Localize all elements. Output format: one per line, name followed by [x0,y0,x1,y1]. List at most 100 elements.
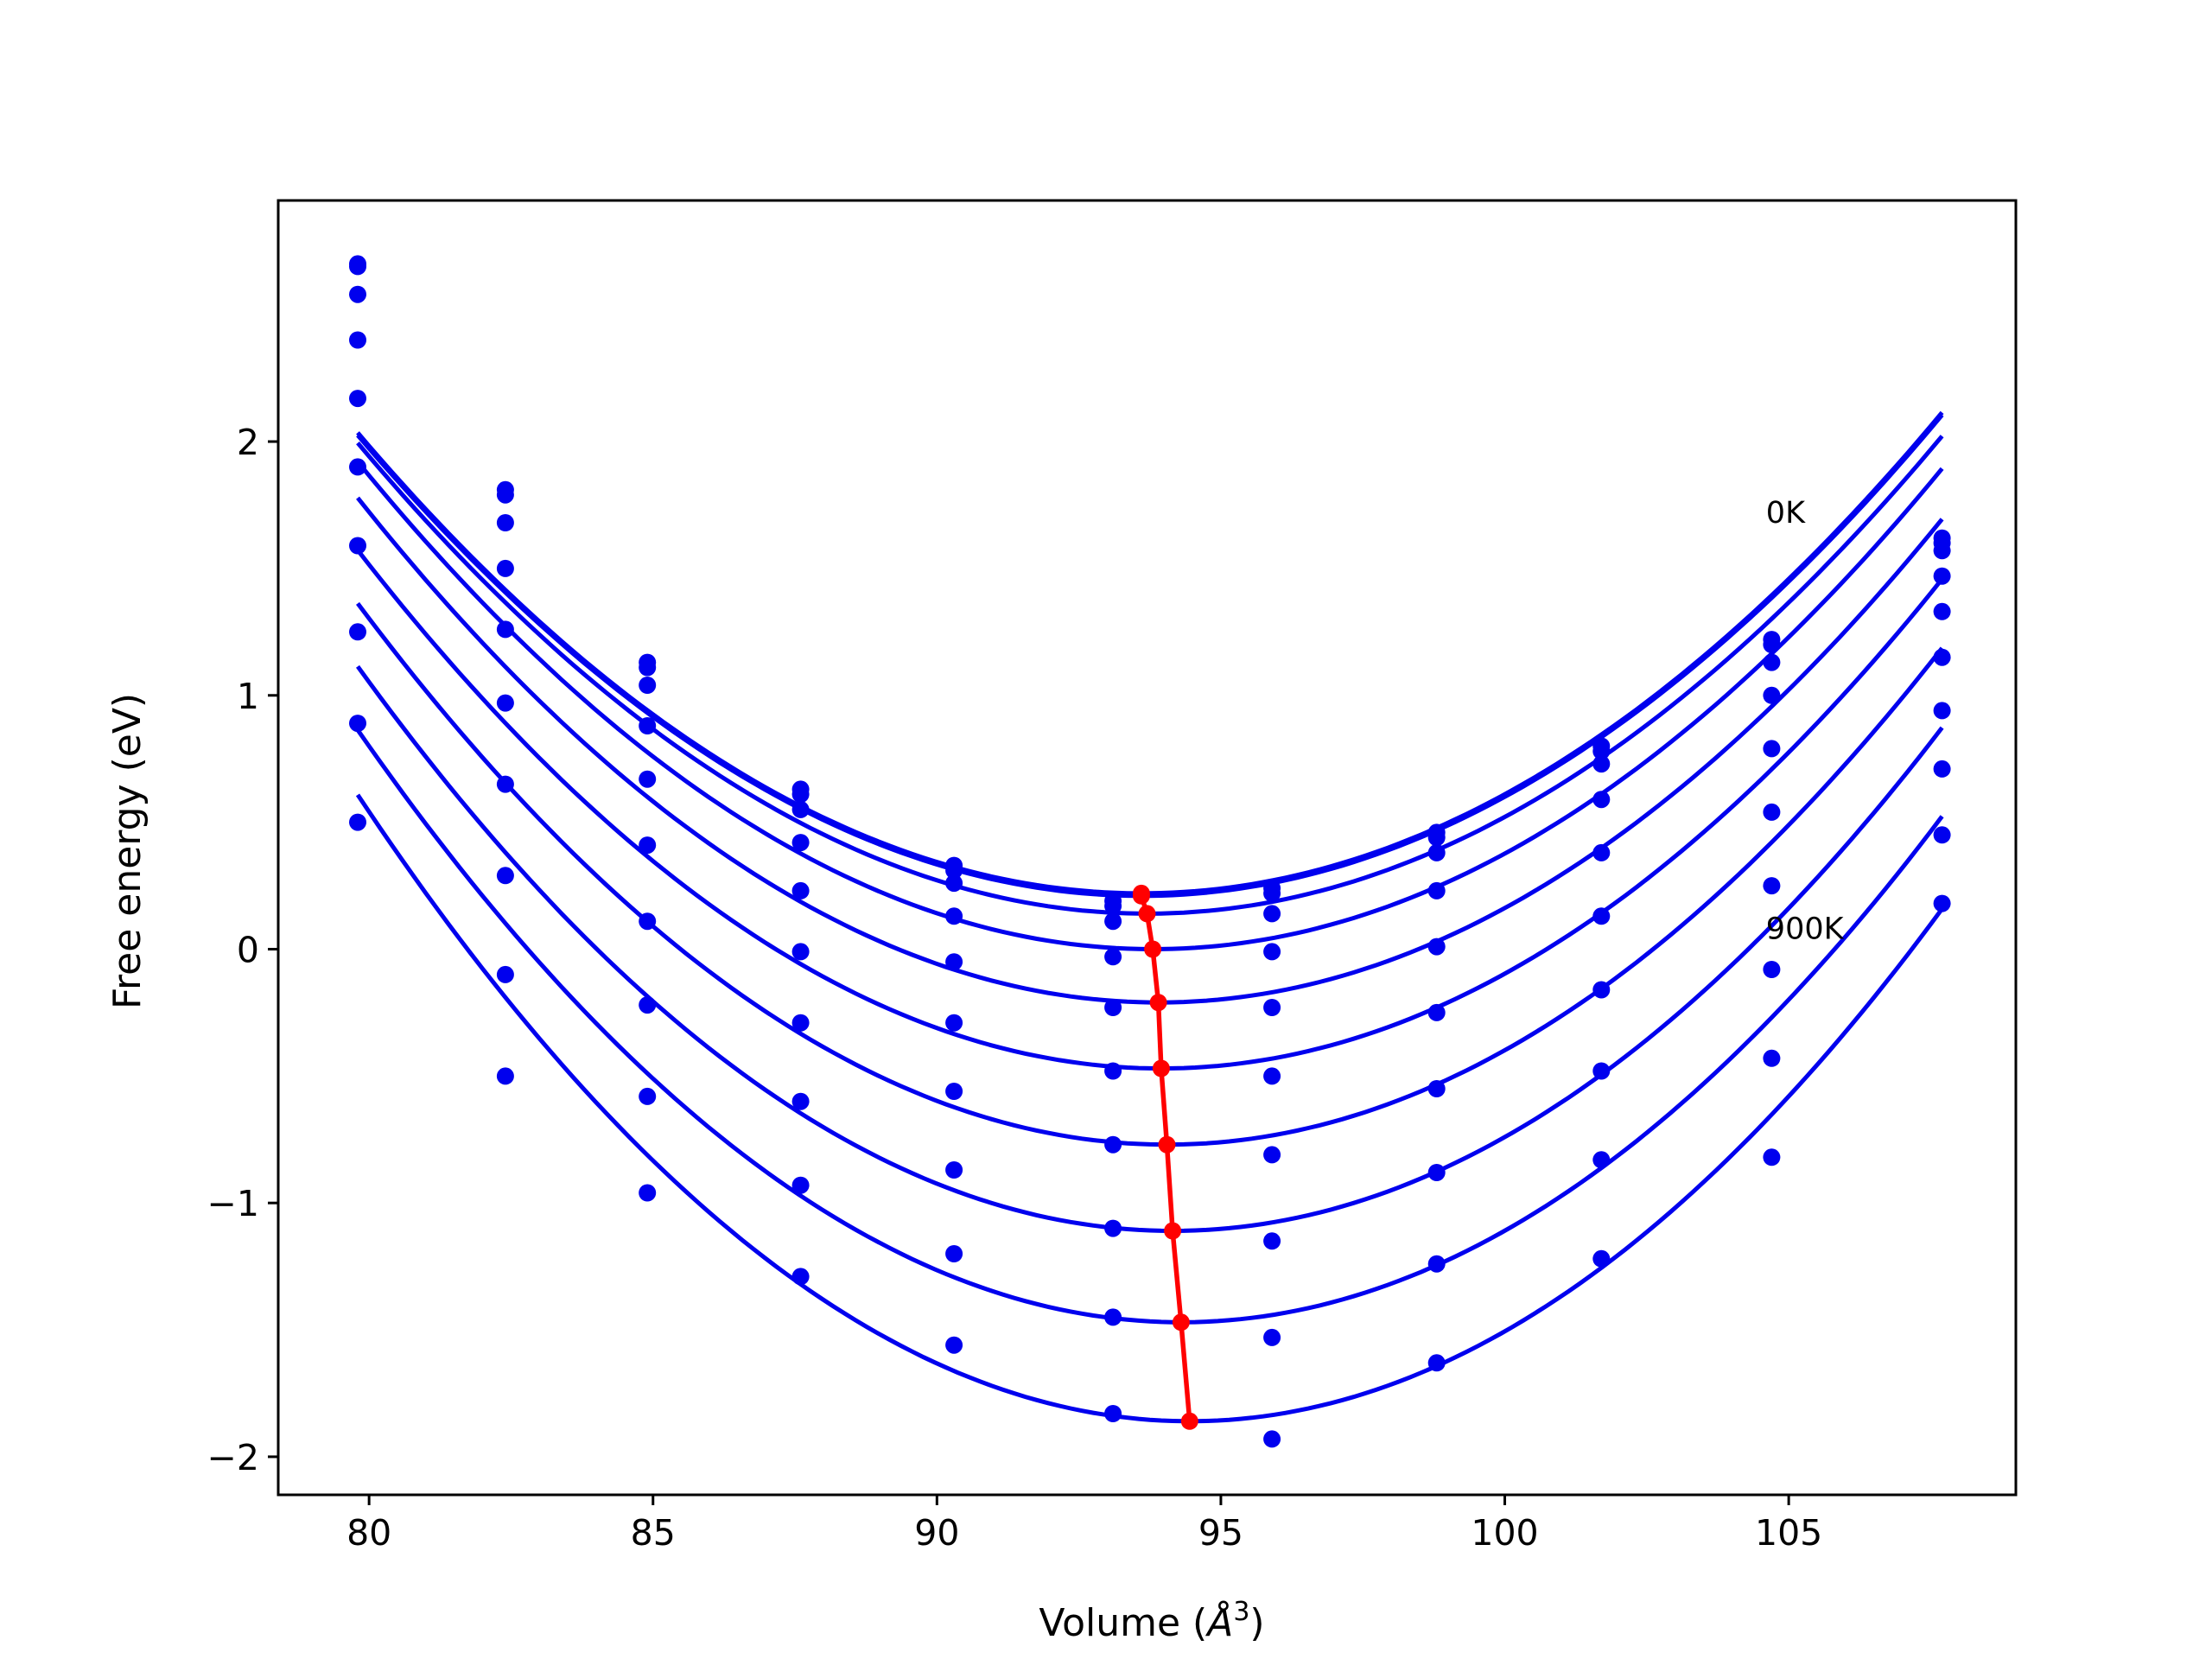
data-point-600K-0 [349,537,366,555]
minimum-energy-line [1139,893,1192,1422]
data-point-300K-8 [1592,791,1611,809]
x-tick-label-105: 105 [1755,1512,1822,1554]
data-point-900K-8 [1592,1249,1611,1268]
data-point-800K-1 [496,965,514,983]
data-point-500K-0 [349,458,366,476]
data-point-400K-4 [945,953,963,971]
x-tick-label-90: 90 [914,1512,959,1554]
fit-curve-700K [355,664,1944,1234]
minimum-point-900K [1180,1412,1198,1430]
data-point-500K-2 [639,836,657,855]
data-point-400K-3 [791,881,810,899]
data-point-100K-4 [945,861,963,880]
data-point-900K-1 [496,1067,514,1085]
data-point-200K-0 [349,285,366,303]
data-point-200K-10 [1933,542,1951,560]
data-point-200K-3 [791,800,810,818]
data-point-500K-1 [496,694,514,712]
data-point-300K-2 [639,717,657,734]
data-point-100K-7 [1427,829,1446,847]
data-point-700K-2 [639,996,657,1014]
data-point-200K-8 [1592,755,1611,773]
data-point-400K-1 [496,620,514,639]
x-axis-label-suffix: ) [1249,1601,1264,1645]
data-point-100K-2 [639,658,657,677]
data-point-600K-1 [496,775,514,793]
minimum-point-800K [1172,1313,1190,1332]
data-point-200K-1 [496,514,514,531]
x-axis-label-prefix: Volume ( [1039,1601,1207,1645]
data-point-600K-8 [1592,981,1611,999]
data-point-700K-8 [1592,1062,1611,1080]
data-point-200K-4 [945,874,963,893]
data-point-200K-2 [639,677,657,694]
data-point-700K-0 [349,623,366,641]
fit-curve-100K [356,413,1944,899]
data-point-800K-0 [349,715,366,733]
data-point-800K-7 [1427,1255,1446,1273]
data-point-800K-3 [791,1176,810,1194]
data-point-400K-9 [1763,740,1781,758]
axes-frame [276,199,2018,1497]
plot-area: 0K 900K [349,255,1951,1448]
data-point-500K-9 [1763,803,1781,821]
data-point-700K-4 [945,1161,963,1179]
y-tick-label--1: −1 [207,1183,259,1224]
x-axis-label: Volume (Å3) [1039,1597,1264,1645]
minimum-point-500K [1152,1059,1170,1077]
data-point-500K-4 [945,1014,963,1032]
data-point-600K-2 [639,912,657,931]
data-point-400K-10 [1933,602,1951,620]
data-point-600K-9 [1763,877,1781,895]
data-point-800K-6 [1263,1328,1281,1346]
data-point-900K-5 [1104,1405,1122,1422]
minimum-point-200K [1138,905,1156,923]
fit-curve-900K [355,793,1944,1424]
data-point-400K-2 [639,770,657,788]
axis-ticks: 80 85 90 95 100 105 −2 −1 0 1 2 [207,422,1823,1554]
data-point-300K-4 [945,907,963,925]
data-point-300K-3 [791,834,810,852]
data-point-700K-9 [1763,961,1781,978]
data-point-900K-4 [945,1336,963,1354]
minimum-point-600K [1158,1135,1176,1154]
data-point-800K-4 [945,1245,963,1262]
temperature-annotation-900K: 900K [1766,912,1845,947]
data-point-200K-7 [1427,843,1446,861]
minimum-point-700K [1164,1222,1182,1240]
fit-curve-600K [356,601,1944,1147]
data-point-100K-6 [1263,884,1281,902]
data-point-100K-1 [496,486,514,504]
data-point-800K-2 [639,1087,657,1105]
data-point-800K-9 [1763,1049,1781,1067]
data-point-700K-1 [496,867,514,885]
data-point-800K-8 [1592,1151,1611,1169]
y-tick-label-0: 0 [237,929,259,970]
data-point-100K-0 [349,257,366,276]
data-point-200K-5 [1104,912,1122,931]
data-point-300K-5 [1104,948,1122,966]
data-point-300K-6 [1263,943,1281,961]
data-point-900K-10 [1933,894,1951,912]
data-point-800K-10 [1933,826,1951,844]
minimum-point-300K [1144,940,1162,958]
x-tick-label-100: 100 [1471,1512,1538,1554]
data-point-600K-7 [1427,1080,1446,1097]
data-point-300K-7 [1427,881,1446,899]
x-axis-label-exponent: 3 [1233,1597,1249,1627]
data-point-900K-6 [1263,1430,1281,1448]
data-point-300K-0 [349,331,366,349]
data-point-400K-6 [1263,999,1281,1016]
x-axis-label-unit: Å [1205,1599,1233,1645]
minimum-point-100K [1132,887,1150,905]
data-point-700K-5 [1104,1219,1122,1237]
data-point-600K-3 [791,1014,810,1032]
x-tick-label-95: 95 [1198,1512,1243,1554]
data-point-500K-5 [1104,1062,1122,1080]
data-point-700K-10 [1933,760,1951,778]
data-point-500K-7 [1427,1003,1446,1021]
x-tick-label-80: 80 [346,1512,391,1554]
data-point-600K-10 [1933,702,1951,720]
y-tick-label-1: 1 [237,676,259,717]
